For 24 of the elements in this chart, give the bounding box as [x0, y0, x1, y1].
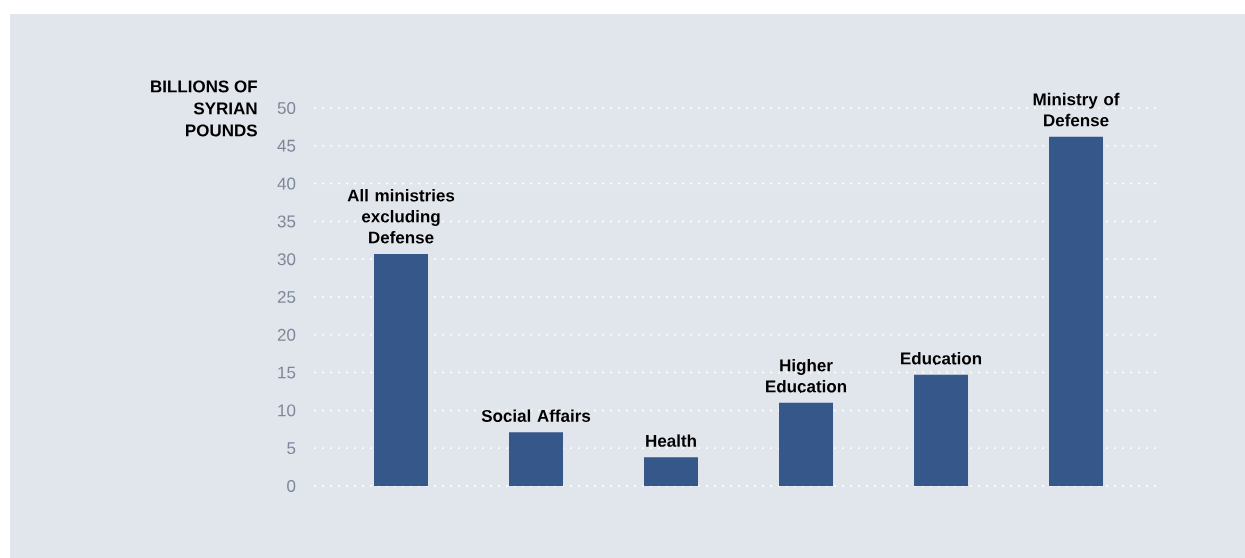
x-tick-label: All ministries excluding Defense	[347, 189, 455, 244]
y-tick-label: 5	[287, 442, 296, 455]
y-tick-label: 50	[277, 102, 296, 115]
x-tick-label: Education	[901, 351, 982, 365]
bar	[914, 374, 969, 486]
y-tick-label: 40	[277, 177, 296, 190]
y-tick-label: 35	[277, 215, 296, 228]
bar	[644, 457, 699, 486]
bar	[1049, 136, 1104, 486]
x-tick-label: Health	[646, 434, 696, 447]
bar	[509, 432, 564, 486]
x-tick-label: Ministry of Defense	[1033, 92, 1120, 127]
bar	[779, 402, 834, 486]
y-tick-label: 30	[277, 253, 296, 266]
y-tick-label: 20	[277, 328, 296, 341]
y-tick-label: 25	[277, 291, 296, 304]
x-tick-label: Higher Education	[766, 358, 847, 393]
y-tick-label: 15	[278, 366, 296, 379]
x-tick-label: Social Affairs	[481, 409, 591, 422]
y-tick-label: 0	[287, 479, 296, 493]
y-tick-label: 45	[277, 139, 296, 152]
y-tick-label: 10	[278, 404, 296, 417]
y-axis-title: BILLIONS OF SYRIAN POUNDS	[151, 80, 257, 137]
bar	[374, 253, 429, 486]
